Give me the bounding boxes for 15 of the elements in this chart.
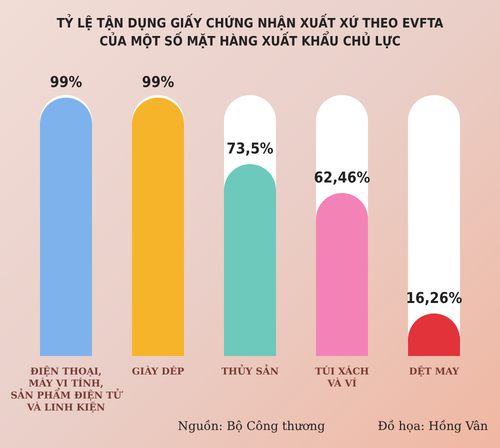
x-tick-label: GIÀY DÉP — [132, 366, 184, 378]
data-label: 16,26% — [406, 289, 463, 308]
bar — [40, 98, 92, 356]
chart-title: TỶ LỆ TẬN DỤNG GIẤY CHỨNG NHẬN XUẤT XỨ THEO EVFTA CỦA MỘT SỐ MẶT HÀNG XUẤT KHẨU CHỦ LỰC — [56, 14, 444, 50]
x-tick-label: TÚI XÁCH VÀ VÍ — [314, 366, 370, 390]
data-label: 62,46% — [314, 168, 371, 186]
data-label: 73,5% — [226, 140, 274, 158]
x-tick-label: DỆT MAY — [408, 366, 460, 378]
data-label: 99% — [142, 73, 175, 92]
data-label: 99% — [50, 73, 83, 92]
x-tick-label: THỦY SẢN — [221, 364, 279, 378]
text: Đồ họa: Hồng Vân — [378, 419, 488, 433]
bar — [132, 98, 184, 356]
text: Nguồn: Bộ Công thương — [178, 419, 326, 433]
x-tick-label: ĐIỆN THOẠI, MÁY VI TÍNH, SẢN PHẨM ĐIỆN TỬ VÀ LINH KIỆN — [10, 366, 124, 414]
